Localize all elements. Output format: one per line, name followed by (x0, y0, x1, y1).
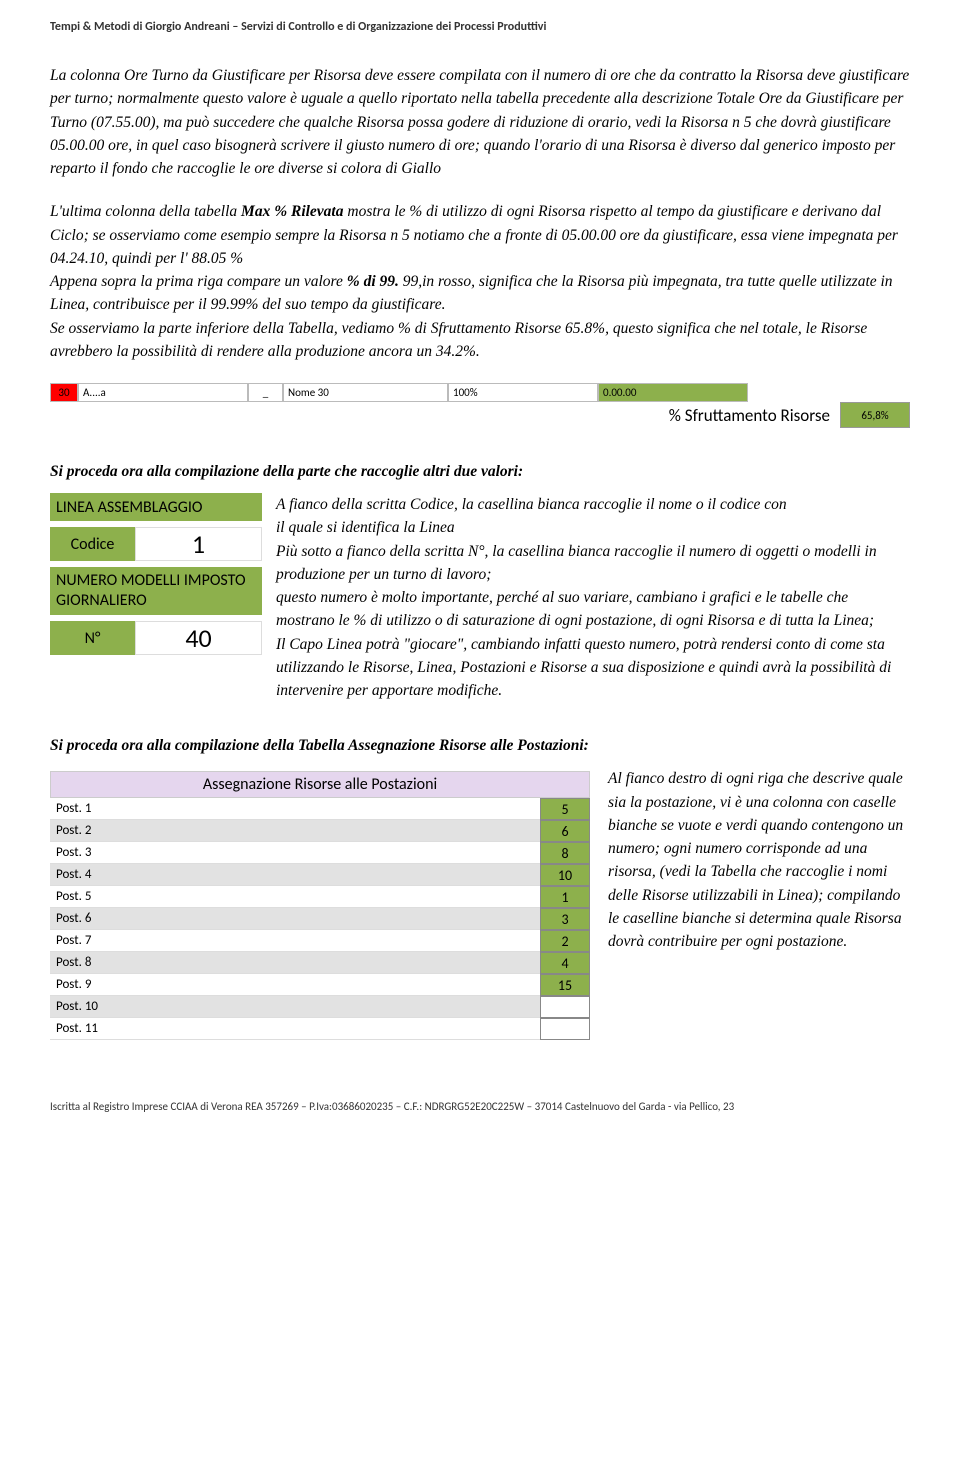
codice-value[interactable]: 1 (135, 527, 262, 561)
assign-right-text: Al fianco destro di ogni riga che descri… (608, 767, 910, 1040)
assign-row: Post. 410 (50, 864, 590, 886)
post-label: Post. 2 (50, 820, 540, 842)
post-value[interactable]: 8 (540, 842, 590, 864)
codice-row: Codice 1 (50, 527, 262, 561)
post-label: Post. 4 (50, 864, 540, 886)
cell-30-dash: _ (248, 383, 283, 402)
post-value[interactable]: 4 (540, 952, 590, 974)
post-label: Post. 11 (50, 1018, 540, 1040)
post-value[interactable] (540, 996, 590, 1018)
assign-row: Post. 15 (50, 798, 590, 820)
post-label: Post. 5 (50, 886, 540, 908)
page-footer: Iscritta al Registro Imprese CCIAA di Ve… (50, 1100, 910, 1113)
p2-a: L'ultima colonna della tabella (50, 203, 241, 220)
p3-bold: % di 99. (347, 273, 399, 290)
assign-row: Post. 63 (50, 908, 590, 930)
post-value[interactable]: 6 (540, 820, 590, 842)
linea-title: LINEA ASSEMBLAGGIO (50, 493, 262, 521)
post-value[interactable]: 10 (540, 864, 590, 886)
post-value[interactable]: 2 (540, 930, 590, 952)
p3-a: Appena sopra la prima riga compare un va… (50, 273, 347, 290)
assign-wrap: Assegnazione Risorse alle Postazioni Pos… (50, 767, 910, 1040)
linea-box: LINEA ASSEMBLAGGIO Codice 1 NUMERO MODEL… (50, 493, 262, 702)
numero-modelli-label: NUMERO MODELLI IMPOSTO GIORNALIERO (50, 567, 262, 615)
sfruttamento-label: % Sfruttamento Risorse (659, 402, 840, 428)
section-heading-3: Si proceda ora alla compilazione della T… (50, 737, 910, 755)
assign-row: Post. 26 (50, 820, 590, 842)
post-label: Post. 8 (50, 952, 540, 974)
assign-row: Post. 72 (50, 930, 590, 952)
post-label: Post. 6 (50, 908, 540, 930)
section-heading-2: Si proceda ora alla compilazione della p… (50, 463, 910, 481)
post-value[interactable] (540, 1018, 590, 1040)
section-2-cols: LINEA ASSEMBLAGGIO Codice 1 NUMERO MODEL… (50, 493, 910, 702)
assign-title: Assegnazione Risorse alle Postazioni (50, 771, 590, 798)
p4: Se osserviamo la parte inferiore della T… (50, 320, 867, 360)
post-label: Post. 7 (50, 930, 540, 952)
n-value[interactable]: 40 (135, 621, 262, 655)
n-row: N° 40 (50, 621, 262, 655)
p2-bold: Max % Rilevata (241, 203, 343, 220)
section-2-text: A fianco della scritta Codice, la casell… (276, 493, 910, 702)
assign-table: Assegnazione Risorse alle Postazioni Pos… (50, 771, 590, 1040)
page-header: Tempi & Metodi di Giorgio Andreani – Ser… (50, 20, 910, 34)
assign-row: Post. 84 (50, 952, 590, 974)
paragraph-1: La colonna Ore Turno da Giustificare per… (50, 64, 910, 180)
n-label: N° (50, 621, 135, 655)
codice-label: Codice (50, 527, 135, 561)
post-value[interactable]: 15 (540, 974, 590, 996)
post-label: Post. 9 (50, 974, 540, 996)
assign-row: Post. 915 (50, 974, 590, 996)
assign-row: Post. 51 (50, 886, 590, 908)
cell-30-percent: 100% (448, 383, 598, 402)
cell-30-green: 0.00.00 (598, 383, 748, 402)
post-value[interactable]: 3 (540, 908, 590, 930)
assign-row: Post. 11 (50, 1018, 590, 1040)
cell-30-nome: Nome 30 (283, 383, 448, 402)
paragraph-2: L'ultima colonna della tabella Max % Ril… (50, 200, 910, 363)
sfruttamento-row: % Sfruttamento Risorse 65,8% (50, 402, 910, 428)
post-value[interactable]: 5 (540, 798, 590, 820)
post-label: Post. 10 (50, 996, 540, 1018)
post-label: Post. 3 (50, 842, 540, 864)
post-label: Post. 1 (50, 798, 540, 820)
assign-row: Post. 38 (50, 842, 590, 864)
assign-row: Post. 10 (50, 996, 590, 1018)
cell-30-num: 30 (50, 383, 78, 402)
post-value[interactable]: 1 (540, 886, 590, 908)
sfruttamento-value: 65,8% (840, 402, 910, 428)
cell-30-aa: A....a (78, 383, 248, 402)
table-row-30: 30 A....a _ Nome 30 100% 0.00.00 (50, 383, 910, 402)
